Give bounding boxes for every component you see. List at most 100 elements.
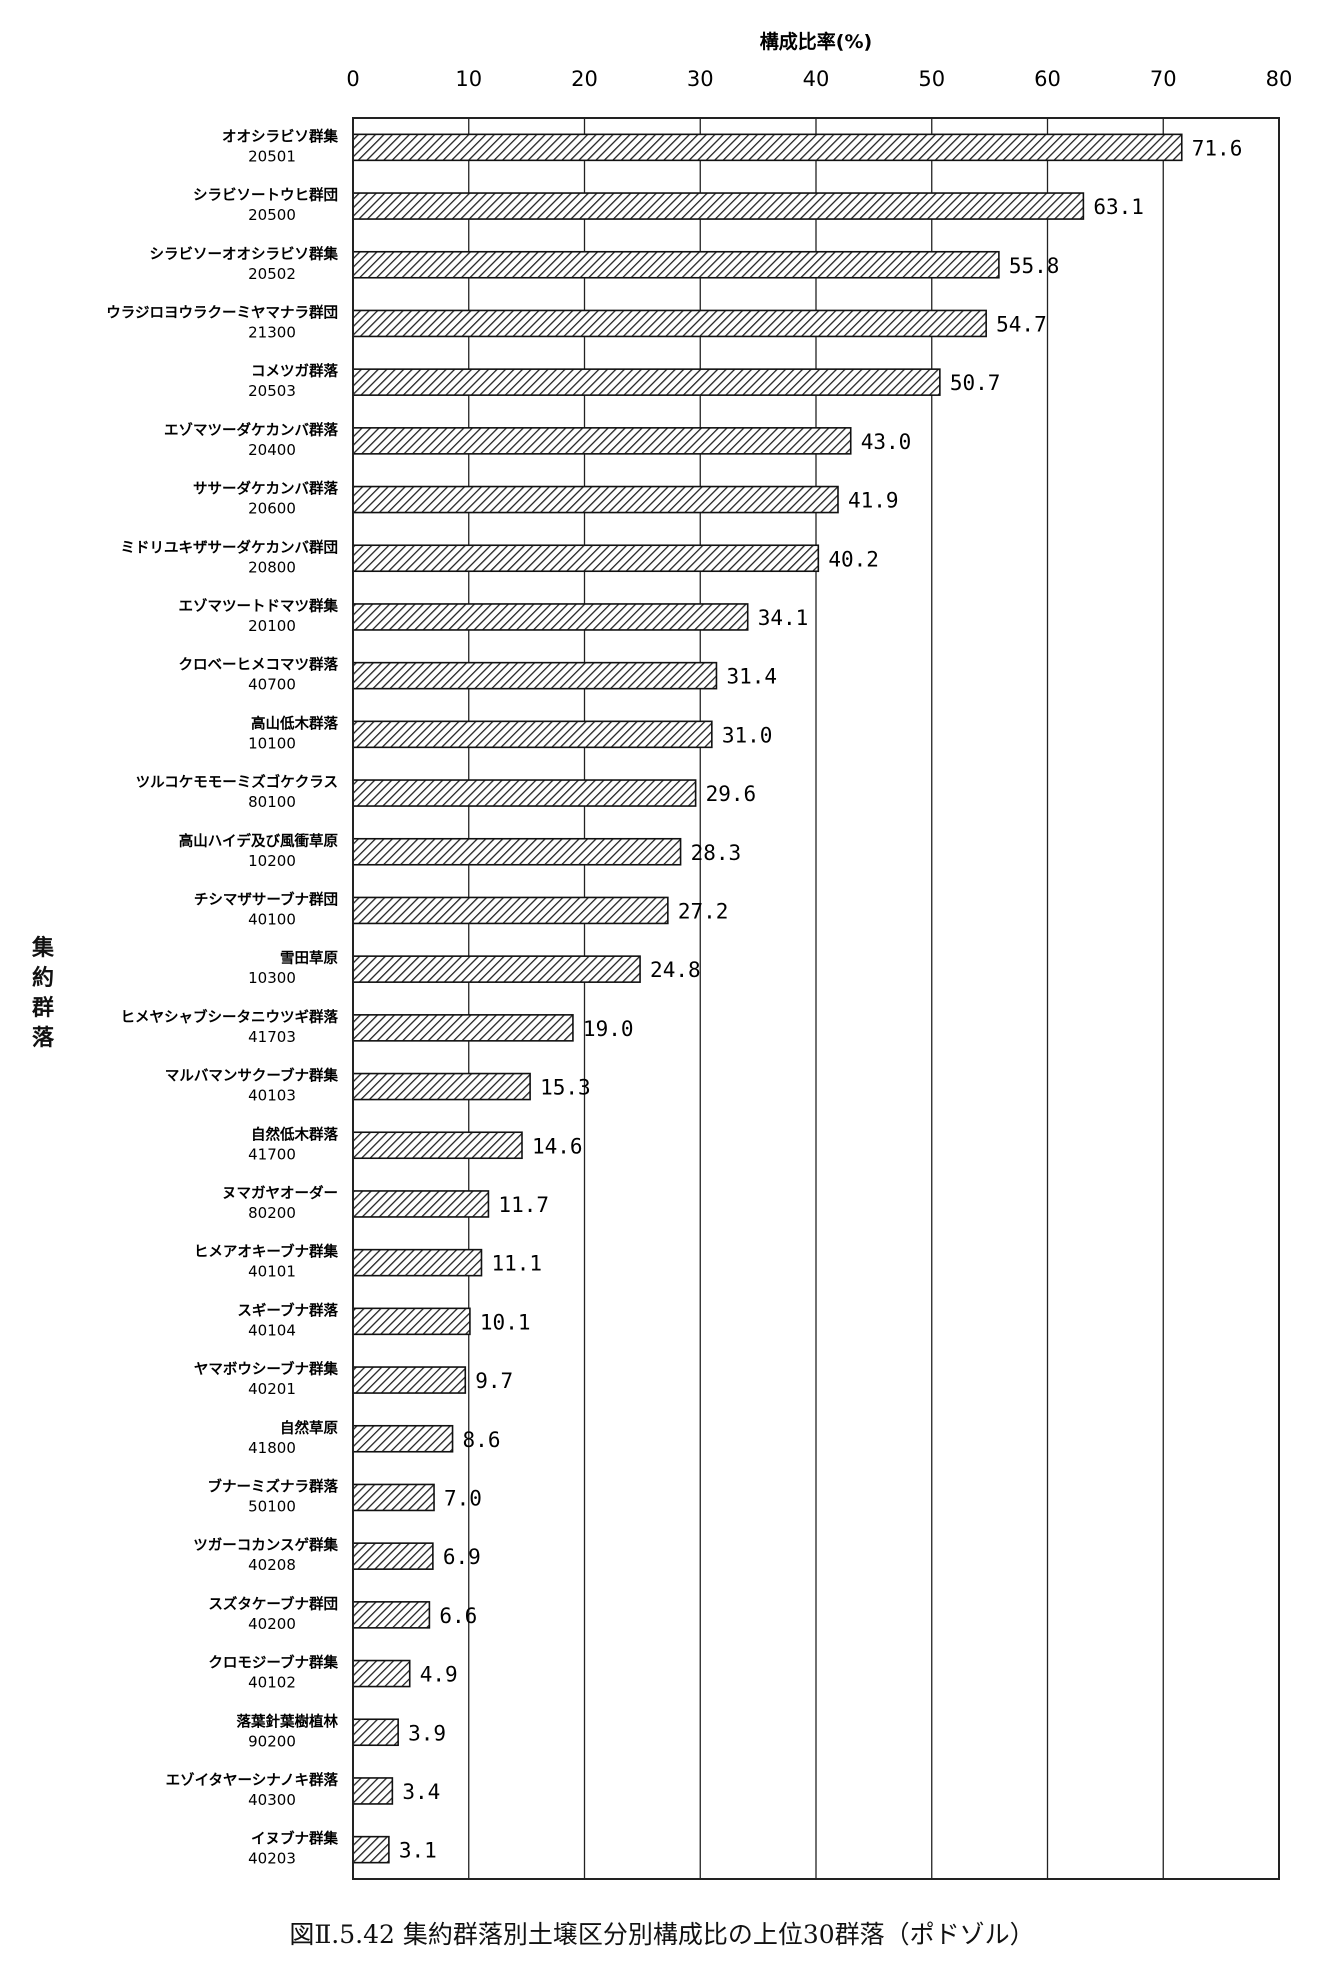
bar <box>352 661 718 690</box>
category-code: 40103 <box>248 1087 296 1105</box>
category-label: ブナーミズナラ群落 <box>208 1477 339 1495</box>
bar <box>352 896 669 925</box>
category-code: 10300 <box>248 969 296 987</box>
data-label: 11.7 <box>498 1193 549 1217</box>
category-code: 40208 <box>248 1556 296 1574</box>
category-code: 50100 <box>248 1497 296 1515</box>
data-label: 15.3 <box>540 1076 591 1100</box>
x-tick-label: 40 <box>803 67 830 91</box>
data-label: 71.6 <box>1192 136 1243 160</box>
data-label: 11.1 <box>491 1252 542 1276</box>
data-label: 29.6 <box>706 782 757 806</box>
x-tick-label: 50 <box>918 67 945 91</box>
category-label: エゾイタヤーシナノキ群落 <box>166 1771 339 1789</box>
category-label: 雪田草原 <box>280 949 338 967</box>
data-label: 19.0 <box>583 1017 634 1041</box>
data-label: 31.4 <box>726 665 777 689</box>
y-axis-title: 集約群落 <box>31 936 54 1051</box>
category-code: 41800 <box>248 1439 296 1457</box>
category-code: 41700 <box>248 1145 296 1163</box>
category-label: ウラジロヨウラクーミヤマナラ群団 <box>106 303 338 321</box>
bar <box>352 485 839 514</box>
category-code: 40104 <box>248 1321 296 1339</box>
bar <box>352 603 749 631</box>
x-tick-label: 30 <box>687 67 714 91</box>
category-label: 自然草原 <box>280 1419 338 1437</box>
bar <box>352 192 1085 220</box>
category-label: 高山ハイデ及び風衝草原 <box>179 832 339 850</box>
category-label: シラビソートウヒ群団 <box>193 186 338 204</box>
data-label: 3.4 <box>402 1780 440 1804</box>
category-code: 20400 <box>248 441 296 459</box>
category-code: 20500 <box>248 206 296 224</box>
data-label: 54.7 <box>996 312 1047 336</box>
data-label: 55.8 <box>1009 254 1060 278</box>
data-label: 7.0 <box>444 1486 482 1510</box>
data-label: 14.6 <box>532 1134 583 1158</box>
bar <box>352 427 852 455</box>
category-label: ツルコケモモーミズゴケクラス <box>136 773 338 791</box>
x-axis-title: 構成比率(%) <box>760 30 872 53</box>
data-label: 9.7 <box>475 1369 513 1393</box>
category-code: 40300 <box>248 1791 296 1809</box>
data-label: 10.1 <box>480 1310 531 1334</box>
bar <box>352 1424 454 1453</box>
category-label: スギーブナ群落 <box>237 1301 338 1319</box>
category-code: 40203 <box>248 1850 296 1868</box>
category-label: エゾマツーダケカンバ群落 <box>164 421 338 439</box>
data-label: 6.6 <box>439 1604 477 1628</box>
bar <box>352 1190 490 1218</box>
category-label: チシマザサーブナ群団 <box>194 890 338 908</box>
category-label: ミドリユキザサーダケカンバ群団 <box>121 538 339 556</box>
bar <box>352 1366 467 1394</box>
plot-frame <box>352 117 1280 1880</box>
category-code: 20600 <box>248 500 296 518</box>
category-label: ヒメアオキーブナ群集 <box>194 1243 339 1261</box>
bar <box>352 1131 523 1160</box>
bar <box>352 250 1000 279</box>
data-label: 43.0 <box>861 430 912 454</box>
x-tick-label: 0 <box>346 67 359 91</box>
bar <box>352 837 682 866</box>
bar <box>352 779 697 807</box>
figure-caption: 図Ⅱ.5.42 集約群落別土壌区分別構成比の上位30群落（ポドゾル） <box>289 1920 1035 1949</box>
x-tick-label: 20 <box>571 67 598 91</box>
category-code: 80100 <box>248 793 296 811</box>
data-label: 27.2 <box>678 899 729 923</box>
bar <box>352 1659 411 1688</box>
category-label: スズタケーブナ群団 <box>208 1595 338 1613</box>
category-label: 自然低木群落 <box>251 1125 338 1143</box>
x-tick-label: 60 <box>1034 67 1061 91</box>
data-label: 6.9 <box>443 1545 481 1569</box>
x-tick-label: 10 <box>455 67 482 91</box>
category-label: エゾマツートドマツ群集 <box>179 597 339 615</box>
data-label: 3.9 <box>408 1721 446 1745</box>
category-label: ヌマガヤオーダー <box>222 1184 338 1202</box>
data-label: 24.8 <box>650 958 701 982</box>
x-tick-label: 80 <box>1266 67 1293 91</box>
bar-chart: 構成比率(%) 0 10 20 30 40 50 60 70 80 オオシラビソ群集 20501 シ… <box>106 30 1293 1880</box>
category-label: シラビソーオオシラビソ群集 <box>150 245 339 263</box>
category-label: クロモジーブナ群集 <box>208 1654 338 1672</box>
data-label: 28.3 <box>691 841 742 865</box>
category-label: オオシラビソ群集 <box>222 127 338 145</box>
data-label: 50.7 <box>950 371 1001 395</box>
data-label: 40.2 <box>828 547 879 571</box>
bar <box>352 544 820 573</box>
category-code: 20800 <box>248 558 296 576</box>
data-label: 3.1 <box>399 1839 437 1863</box>
bar <box>352 1072 531 1101</box>
bar <box>352 309 987 338</box>
category-code: 20100 <box>248 617 296 635</box>
data-label: 8.6 <box>463 1428 501 1452</box>
category-code: 10200 <box>248 852 296 870</box>
data-label: 63.1 <box>1093 195 1144 219</box>
bar <box>352 368 941 396</box>
category-code: 80200 <box>248 1204 296 1222</box>
category-label: 落葉針葉樹植林 <box>237 1712 339 1730</box>
category-code: 10100 <box>248 734 296 752</box>
bar <box>352 1248 483 1277</box>
category-label: ツガーコカンスゲ群集 <box>193 1536 338 1554</box>
category-label: マルバマンサクーブナ群集 <box>165 1067 339 1085</box>
data-label: 34.1 <box>758 606 809 630</box>
